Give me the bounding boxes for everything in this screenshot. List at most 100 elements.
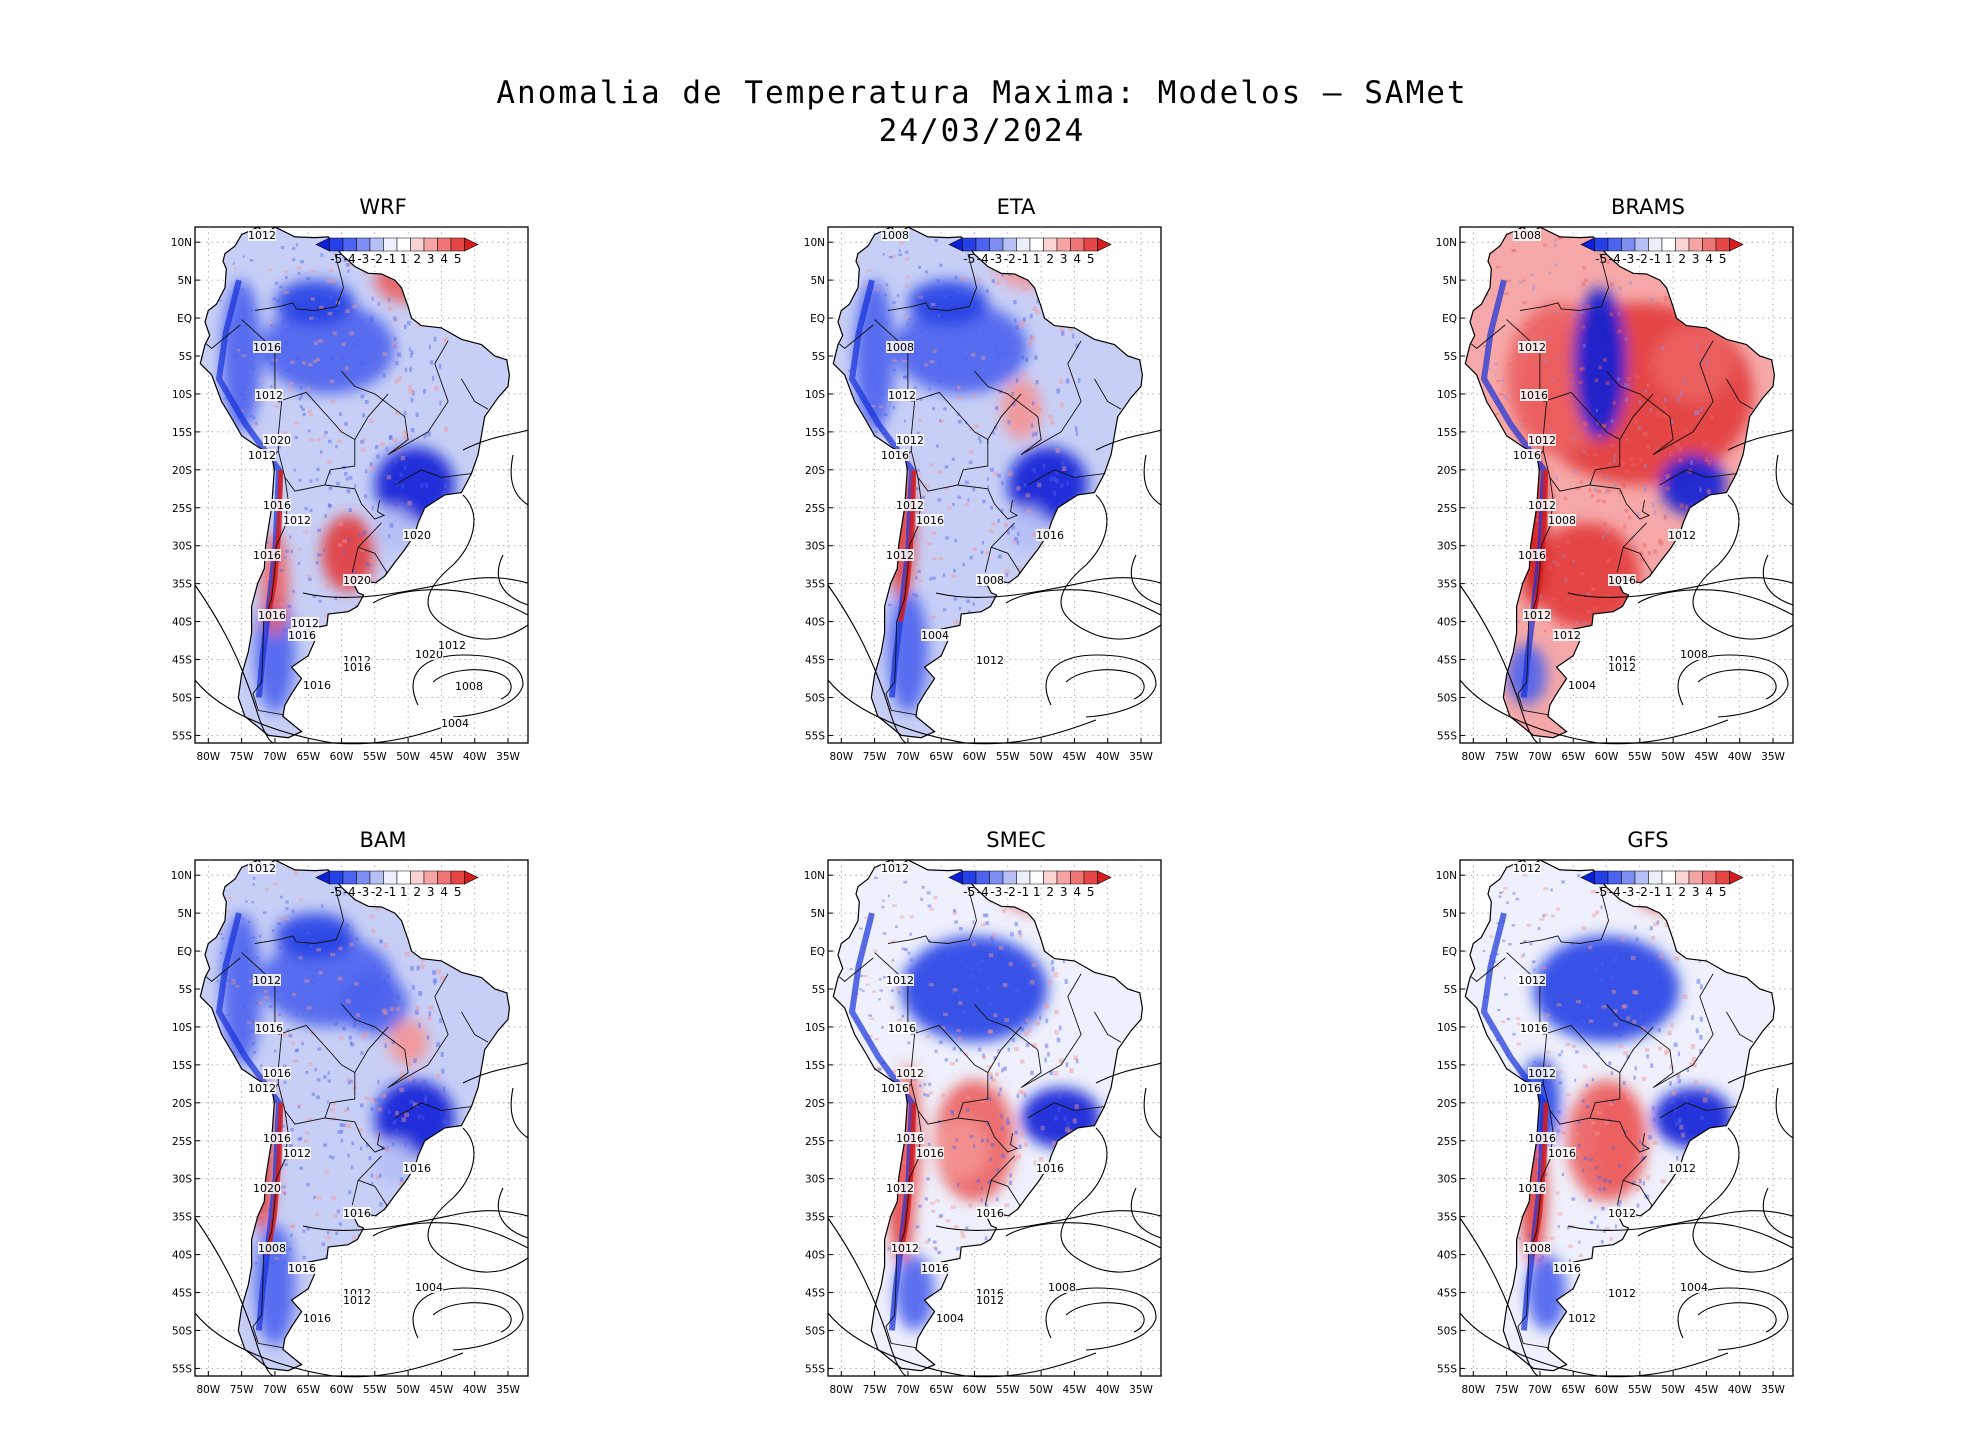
lon-tick-label: 75W bbox=[1495, 751, 1519, 763]
isobar-label: 1004 bbox=[1680, 1281, 1708, 1294]
lat-tick-label: 10N bbox=[171, 870, 192, 882]
lon-tick-label: 80W bbox=[829, 751, 853, 763]
colorbar-swatch bbox=[383, 870, 398, 885]
lat-tick-label: 35S bbox=[172, 1212, 192, 1224]
isobar-label: 1004 bbox=[936, 1312, 964, 1325]
lon-tick-label: 70W bbox=[1528, 751, 1552, 763]
colorbar-tick-label: 3 bbox=[1060, 252, 1068, 266]
colorbar-tick-label: -2 bbox=[1636, 252, 1648, 266]
lat-tick-label: 10N bbox=[1436, 870, 1457, 882]
lon-tick-label: 35W bbox=[1129, 751, 1153, 763]
colorbar-swatch bbox=[1688, 870, 1703, 885]
lat-tick-label: 5N bbox=[1442, 275, 1457, 287]
colorbar-swatch bbox=[1070, 870, 1085, 885]
svg-text:1016: 1016 bbox=[1036, 529, 1064, 542]
svg-text:1008: 1008 bbox=[976, 574, 1004, 587]
lon-tick-label: 55W bbox=[363, 1384, 387, 1396]
svg-text:1008: 1008 bbox=[1548, 514, 1576, 527]
lat-tick-label: 15S bbox=[172, 427, 192, 439]
isobar-label: 1012 bbox=[253, 974, 281, 987]
colorbar-tick-label: -2 bbox=[1004, 252, 1016, 266]
colorbar-tick-label: -4 bbox=[344, 252, 356, 266]
lat-tick-label: 20S bbox=[805, 1098, 825, 1110]
lat-tick-label: 35S bbox=[1437, 579, 1457, 591]
lat-tick-label: 50S bbox=[805, 692, 825, 704]
isobar-label: 1016 bbox=[1036, 1162, 1064, 1175]
lat-tick-label: 10S bbox=[172, 389, 192, 401]
colorbar-tick-label: 5 bbox=[1719, 885, 1727, 899]
isobar-label: 1020 bbox=[263, 434, 291, 447]
lat-tick-label: 5N bbox=[810, 908, 825, 920]
colorbar-tick-label: 5 bbox=[1719, 252, 1727, 266]
isobar-label: 1012 bbox=[1668, 1162, 1696, 1175]
isobar-label: 1008 bbox=[976, 574, 1004, 587]
lat-tick-label: 10S bbox=[172, 1022, 192, 1034]
colorbar-tick-label: 4 bbox=[440, 885, 448, 899]
colorbar-swatch bbox=[1648, 237, 1663, 252]
lat-tick-label: 10S bbox=[805, 389, 825, 401]
colorbar-tick-label: -2 bbox=[371, 885, 383, 899]
lon-tick-label: 55W bbox=[1628, 751, 1652, 763]
colorbar-swatch bbox=[342, 237, 357, 252]
svg-text:1016: 1016 bbox=[1520, 1022, 1548, 1035]
isobar-label: 1016 bbox=[916, 514, 944, 527]
colorbar-swatch bbox=[1648, 870, 1663, 885]
isobar-label: 1008 bbox=[881, 229, 909, 242]
svg-text:1012: 1012 bbox=[886, 1182, 914, 1195]
colorbar-swatch bbox=[1715, 237, 1730, 252]
colorbar-swatch bbox=[1056, 237, 1071, 252]
svg-text:1012: 1012 bbox=[1513, 862, 1541, 875]
svg-text:1016: 1016 bbox=[881, 449, 909, 462]
colorbar-tick-label: -3 bbox=[1622, 252, 1634, 266]
axis-labels: 10N 5N EQ 5S 10S 15S 20S 25S 30S 35S 40S 45S 50S 55S 8… bbox=[1436, 870, 1786, 1396]
lat-tick-label: 30S bbox=[1437, 541, 1457, 553]
colorbar-tick-label: 3 bbox=[1692, 885, 1700, 899]
isobar-label: 1012 bbox=[248, 862, 276, 875]
svg-text:1012: 1012 bbox=[891, 1242, 919, 1255]
lat-tick-label: 5S bbox=[179, 984, 193, 996]
isobar-contours bbox=[827, 1062, 1162, 1378]
coastline bbox=[199, 226, 511, 739]
svg-text:1012: 1012 bbox=[896, 499, 924, 512]
colorbar-swatch bbox=[1016, 237, 1031, 252]
colorbar-tick-label: -2 bbox=[1636, 885, 1648, 899]
isobar-label: 1012 bbox=[1518, 341, 1546, 354]
colorbar-swatch bbox=[450, 237, 465, 252]
isobar-label: 1016 bbox=[403, 1162, 431, 1175]
colorbar-tick-label: -5 bbox=[330, 252, 342, 266]
colorbar-swatch bbox=[396, 870, 411, 885]
svg-text:1016: 1016 bbox=[343, 661, 371, 674]
isobar-label: 1008 bbox=[455, 680, 483, 693]
isobar-label: 1020 bbox=[343, 574, 371, 587]
svg-text:1016: 1016 bbox=[1528, 1132, 1556, 1145]
colorbar-tick-label: -3 bbox=[357, 885, 369, 899]
isobar-label: 1012 bbox=[248, 229, 276, 242]
map-smec: 1012101210161012101610161016101610121016… bbox=[804, 859, 1162, 1396]
isobar-label: 1016 bbox=[921, 1262, 949, 1275]
lon-tick-label: 40W bbox=[1096, 1384, 1120, 1396]
colorbar-tick-label: -1 bbox=[384, 252, 396, 266]
isobar-label: 1020 bbox=[253, 1182, 281, 1195]
colorbar: -5 -4 -3 -2 -1 1 2 3 4 5 bbox=[948, 870, 1112, 899]
isobar-label: 1012 bbox=[886, 974, 914, 987]
isobar-label: 1016 bbox=[881, 449, 909, 462]
lon-tick-label: 60W bbox=[963, 1384, 987, 1396]
svg-text:1016: 1016 bbox=[253, 341, 281, 354]
lon-tick-label: 60W bbox=[963, 751, 987, 763]
colorbar-tick-label: 4 bbox=[1073, 885, 1081, 899]
lat-tick-label: 40S bbox=[172, 617, 192, 629]
lat-tick-label: 20S bbox=[805, 465, 825, 477]
lat-tick-label: EQ bbox=[177, 313, 192, 325]
lat-tick-label: 15S bbox=[1437, 1060, 1457, 1072]
panel-smec: SMEC 1012 1012 1016 1012 1016 1016 1016 1016 101… bbox=[796, 828, 1236, 1448]
svg-text:1012: 1012 bbox=[886, 549, 914, 562]
colorbar-swatch bbox=[356, 870, 371, 885]
lat-tick-label: 35S bbox=[805, 1212, 825, 1224]
svg-text:1012: 1012 bbox=[888, 389, 916, 402]
isobar-label: 1012 bbox=[283, 514, 311, 527]
isobar-label: 1008 bbox=[886, 341, 914, 354]
lat-tick-label: 45S bbox=[1437, 1288, 1457, 1300]
colorbar-swatch bbox=[437, 870, 452, 885]
colorbar: -5 -4 -3 -2 -1 1 2 3 4 5 bbox=[948, 237, 1112, 266]
lat-tick-label: 45S bbox=[1437, 655, 1457, 667]
